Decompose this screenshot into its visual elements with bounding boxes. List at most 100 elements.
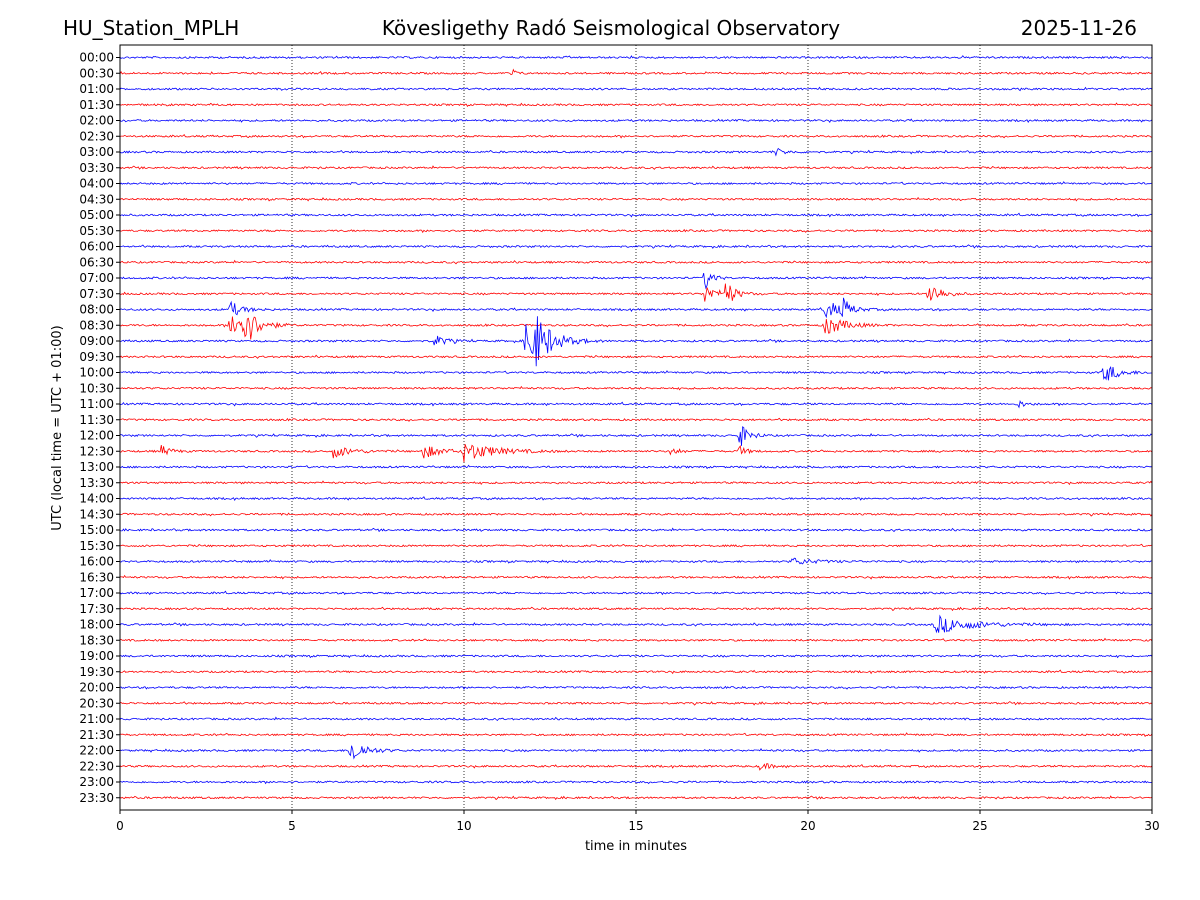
- x-tick-label: 20: [800, 819, 815, 833]
- y-tick-label: 18:30: [79, 633, 114, 647]
- y-tick-label: 02:30: [79, 129, 114, 143]
- y-tick-label: 17:00: [79, 586, 114, 600]
- y-tick-label: 23:30: [79, 791, 114, 805]
- y-tick-label: 05:30: [79, 224, 114, 238]
- trace-0230: [119, 133, 1153, 139]
- x-axis-label: time in minutes: [585, 839, 687, 854]
- x-tick-label: 15: [628, 819, 643, 833]
- y-tick-label: 20:30: [79, 696, 114, 710]
- trace-1330: [119, 480, 1153, 486]
- trace-1930: [119, 669, 1153, 675]
- y-tick-label: 20:00: [79, 681, 114, 695]
- y-tick-label: 08:00: [79, 303, 114, 317]
- trace-0430: [119, 196, 1153, 202]
- y-tick-label: 10:00: [79, 366, 114, 380]
- y-tick-label: 15:00: [79, 523, 114, 537]
- y-tick-label: 07:00: [79, 271, 114, 285]
- y-tick-label: 05:00: [79, 208, 114, 222]
- trace-1900: [119, 653, 1153, 659]
- x-tick-label: 30: [1144, 819, 1159, 833]
- trace-0630: [119, 259, 1153, 265]
- y-tick-label: 17:30: [79, 602, 114, 616]
- trace-0830: [119, 316, 1153, 340]
- y-tick-label: 09:30: [79, 350, 114, 364]
- y-tick-label: 03:30: [79, 161, 114, 175]
- trace-0800: [119, 297, 1153, 319]
- y-tick-label: 22:00: [79, 744, 114, 758]
- trace-2330: [119, 795, 1153, 801]
- y-tick-label: 04:30: [79, 192, 114, 206]
- trace-1200: [120, 426, 1153, 446]
- observatory-title: Kövesligethy Radó Seismological Observat…: [382, 16, 840, 40]
- trace-1230: [119, 444, 1153, 463]
- trace-2300: [119, 779, 1153, 785]
- trace-1300: [119, 464, 1153, 470]
- y-tick-label: 15:30: [79, 539, 114, 553]
- trace-1830: [119, 637, 1153, 642]
- plot-date: 2025-11-26: [1021, 16, 1137, 40]
- trace-1800: [119, 614, 1153, 634]
- y-tick-label: 00:00: [79, 51, 114, 65]
- trace-0900: [119, 316, 1153, 367]
- trace-2000: [119, 685, 1153, 690]
- trace-0100: [119, 86, 1153, 92]
- y-tick-label: 16:30: [79, 570, 114, 584]
- trace-1500: [119, 527, 1153, 533]
- trace-0330: [119, 165, 1153, 170]
- y-tick-label: 07:30: [79, 287, 114, 301]
- trace-0600: [119, 244, 1153, 249]
- y-tick-label: 18:00: [79, 618, 114, 632]
- trace-0700: [119, 272, 1153, 290]
- y-tick-label: 04:00: [79, 177, 114, 191]
- trace-1030: [119, 385, 1153, 391]
- trace-1600: [119, 557, 1153, 565]
- trace-1130: [119, 417, 1153, 422]
- trace-0930: [119, 354, 1153, 359]
- trace-0500: [119, 212, 1153, 218]
- y-tick-label: 21:00: [79, 712, 114, 726]
- trace-2200: [119, 745, 1153, 760]
- trace-0530: [119, 228, 1153, 234]
- y-tick-label: 02:00: [79, 114, 114, 128]
- trace-area: [119, 55, 1153, 801]
- y-tick-label: 00:30: [79, 66, 114, 80]
- y-axis-label: UTC (local time = UTC + 01:00): [50, 325, 65, 530]
- y-tick-label: 12:30: [79, 444, 114, 458]
- y-tick-label: 19:00: [79, 649, 114, 663]
- trace-2100: [119, 716, 1153, 722]
- y-tick-label: 23:00: [79, 775, 114, 789]
- y-tick-label: 12:00: [79, 429, 114, 443]
- trace-0400: [119, 181, 1153, 186]
- y-tick-label: 11:00: [79, 397, 114, 411]
- x-tick-label: 25: [972, 819, 987, 833]
- y-tick-label: 19:30: [79, 665, 114, 679]
- trace-0200: [119, 118, 1153, 124]
- y-tick-label: 21:30: [79, 728, 114, 742]
- trace-0730: [119, 283, 1153, 302]
- x-tick-label: 5: [288, 819, 296, 833]
- x-tick-label: 10: [456, 819, 471, 833]
- trace-1430: [119, 512, 1153, 517]
- trace-1000: [119, 366, 1152, 381]
- y-tick-label: 14:00: [79, 492, 114, 506]
- y-tick-label: 13:30: [79, 476, 114, 490]
- trace-1730: [119, 606, 1153, 612]
- trace-2230: [119, 763, 1153, 771]
- y-tick-label: 16:00: [79, 555, 114, 569]
- trace-0300: [119, 147, 1153, 157]
- y-tick-label: 22:30: [79, 759, 114, 773]
- y-tick-label: 08:30: [79, 318, 114, 332]
- x-tick-label: 0: [116, 819, 124, 833]
- trace-1630: [119, 574, 1153, 580]
- y-tick-label: 03:00: [79, 145, 114, 159]
- y-tick-label: 06:30: [79, 255, 114, 269]
- y-tick-label: 01:00: [79, 82, 114, 96]
- y-tick-label: 09:00: [79, 334, 114, 348]
- y-tick-label: 14:30: [79, 507, 114, 521]
- y-tick-label: 01:30: [79, 98, 114, 112]
- trace-2130: [119, 732, 1153, 737]
- trace-0130: [119, 102, 1153, 108]
